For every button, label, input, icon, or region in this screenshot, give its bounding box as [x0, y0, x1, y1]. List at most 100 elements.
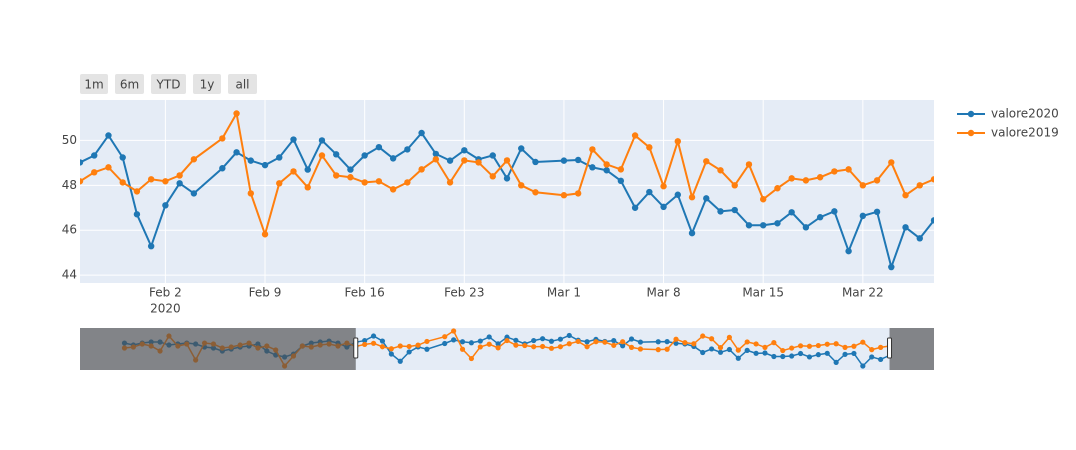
data-point — [247, 190, 254, 197]
data-point — [631, 204, 639, 211]
data-point — [461, 147, 468, 154]
data-point — [688, 229, 696, 237]
slider-handle[interactable] — [887, 337, 893, 359]
data-point — [162, 178, 169, 185]
slider-handle[interactable] — [353, 337, 359, 359]
y-tick-label: 50 — [62, 133, 77, 147]
slider-point — [735, 347, 741, 353]
range-button[interactable]: all — [228, 74, 257, 94]
legend: valore2020 valore2019 — [957, 107, 1059, 140]
y-tick-label: 46 — [62, 223, 77, 237]
data-point — [318, 137, 326, 144]
slider-point — [771, 340, 777, 346]
data-point — [660, 183, 667, 190]
grid: 44 46 48 50 Feb 2 2020 Feb 9 Feb 16 Feb 23 Mar 1 M… — [62, 100, 934, 316]
data-point — [91, 152, 98, 159]
data-point — [788, 209, 795, 216]
data-point — [333, 151, 340, 158]
data-point — [290, 168, 297, 175]
slider-point — [744, 339, 750, 345]
data-point — [603, 161, 610, 168]
slider-point — [824, 341, 830, 347]
legend-label: valore2019 — [991, 126, 1059, 140]
range-button[interactable]: 6m — [115, 74, 144, 94]
slider-point — [486, 341, 492, 347]
data-point — [389, 186, 397, 193]
data-point — [617, 177, 625, 185]
data-point — [432, 156, 440, 163]
data-point — [375, 143, 383, 151]
data-point — [902, 224, 909, 231]
data-point — [930, 176, 934, 183]
data-point — [503, 175, 511, 182]
data-point — [304, 166, 311, 173]
range-button[interactable]: 1y — [193, 74, 221, 94]
slider-point — [637, 339, 644, 345]
slider-point — [860, 339, 866, 345]
x-tick-label: Feb 2 — [149, 286, 182, 300]
slider-point — [379, 344, 386, 350]
data-point — [91, 169, 98, 176]
slider-point — [370, 340, 377, 346]
slider-point — [869, 347, 875, 353]
data-point — [816, 174, 824, 181]
range-button[interactable]: 1m — [80, 74, 108, 94]
data-point — [518, 145, 525, 152]
slider-point — [611, 342, 617, 348]
data-point — [475, 159, 482, 166]
data-point — [902, 192, 909, 199]
range-button-bg — [193, 74, 221, 94]
data-point — [745, 161, 753, 168]
data-point — [119, 179, 126, 186]
data-point — [190, 190, 198, 197]
slider-point — [691, 341, 697, 347]
data-point — [589, 146, 596, 153]
slider-point — [709, 336, 715, 342]
slider-point — [789, 353, 795, 359]
range-button[interactable]: YTD — [151, 74, 186, 94]
slider-point — [424, 338, 430, 345]
slider-point — [495, 341, 501, 347]
y-tick-label: 44 — [62, 268, 77, 282]
slider-point — [700, 333, 706, 339]
slider-point — [504, 337, 510, 344]
data-point — [717, 167, 724, 174]
plot-lines — [80, 110, 934, 271]
slider-point — [806, 354, 813, 360]
slider-point — [388, 346, 394, 352]
data-point — [802, 177, 810, 184]
data-point — [873, 208, 881, 216]
slider-point — [415, 342, 421, 348]
data-point — [347, 166, 354, 173]
data-point — [802, 224, 810, 231]
data-point — [247, 157, 254, 164]
slider-point — [584, 344, 590, 350]
slider-point — [513, 337, 519, 343]
data-point — [261, 161, 269, 169]
slider-point — [655, 347, 661, 353]
range-button-label: 6m — [120, 78, 139, 92]
data-point — [816, 214, 824, 221]
data-point — [446, 179, 454, 186]
slider-point — [726, 346, 732, 353]
data-point — [731, 182, 738, 189]
slider-point — [878, 344, 884, 350]
data-point — [318, 152, 326, 159]
data-point — [418, 129, 425, 137]
slider-point — [851, 350, 857, 357]
data-point — [162, 202, 169, 209]
slider-point — [557, 336, 563, 342]
data-point — [703, 195, 710, 202]
slider-point — [602, 339, 608, 345]
slider-point — [806, 343, 813, 349]
slider-point — [655, 339, 661, 345]
slider-point — [388, 351, 394, 357]
slider-point — [575, 338, 581, 345]
data-point — [489, 152, 496, 159]
legend-marker — [967, 110, 975, 118]
range-button-label: YTD — [156, 78, 181, 92]
slider-point — [477, 344, 483, 350]
slider-point — [664, 339, 670, 345]
data-point — [404, 146, 411, 153]
data-point — [845, 247, 852, 255]
